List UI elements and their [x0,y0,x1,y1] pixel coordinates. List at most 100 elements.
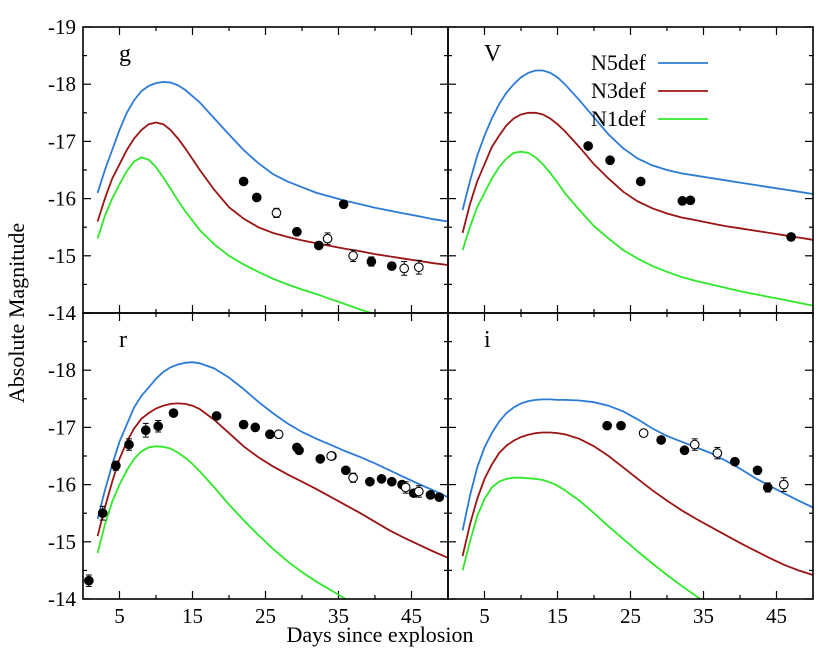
x-tick-label: 15 [547,604,568,628]
x-tick-label: 35 [328,604,349,628]
data-point-filled [386,476,397,487]
curve-N5def [461,69,813,211]
y-tick-label: -18 [48,358,76,382]
data-point-filled [616,420,626,431]
curve-N5def [461,398,813,531]
y-tick-label: -15 [48,244,76,268]
x-tick-label: 35 [693,604,714,628]
data-point-filled [434,492,445,503]
data-point-filled [238,176,249,187]
data-point-filled [762,482,773,493]
model-curves [461,398,813,599]
curve-N3def [461,431,813,576]
data-point-filled [315,454,326,464]
data-point-filled [366,256,377,267]
y-tick-label: -14 [48,301,76,325]
data-point-open [399,263,410,274]
y-tick-label: -16 [48,473,76,497]
data-point-filled [140,425,151,436]
curve-N1def [96,156,375,313]
data-point-filled [376,474,387,484]
y-tick-label: -17 [48,415,76,439]
x-tick-label: 25 [620,604,641,628]
data-point-open [273,429,284,440]
data-point-open [348,472,358,483]
curve-N3def [461,111,813,241]
legend-label-N1def: N1def [591,106,647,131]
data-point-filled [153,421,164,432]
y-tick-label: -16 [48,187,76,211]
data-point-filled [294,445,304,456]
curve-N1def [461,150,813,307]
data-point-open [778,479,789,490]
model-curves [96,361,448,599]
data-point-filled [365,476,375,487]
x-tick-label: 25 [255,604,276,628]
panel-r: r 5 15 25 35 45 -14 -15 -16 -17 -18 [48,312,449,628]
panel-label: r [119,327,127,353]
data-point-filled [265,429,275,440]
curve-N3def [96,121,448,266]
data-point-filled [685,195,696,206]
curve-N5def [96,80,448,223]
data-point-filled [656,435,667,445]
x-tick-label: 45 [766,604,787,628]
x-axis-label: Days since explosion [287,622,474,647]
data-point-filled [211,411,222,421]
curve-N3def [96,402,448,559]
data-point-filled [250,422,261,433]
data-point-filled [83,575,94,586]
data-point-filled [605,155,615,166]
data-point-filled [425,490,436,500]
data-point-open [712,448,723,458]
x-tick-label: 15 [182,604,203,628]
model-curves [96,80,448,313]
data-point-filled [168,408,179,418]
data-point-open [413,486,424,497]
curve-N1def [96,445,348,599]
y-tick-label: -15 [48,530,76,554]
data-point-open [413,262,424,273]
data-point-filled [338,199,349,210]
data-point-open [689,439,700,450]
data-point-filled [730,456,740,467]
data-point-open [326,451,337,461]
panels-group: g -14 -15 -16 -17 -18 -19 V N5def N3def N1def r 5 15 2… [48,15,814,628]
panel-g: g -14 -15 -16 -17 -18 -19 [48,15,449,325]
legend-label-N5def: N5def [591,50,647,75]
observations [83,408,445,587]
observations [238,176,424,276]
data-point-filled [752,465,763,476]
x-tick-label: 5 [114,604,125,628]
data-point-filled [386,261,397,271]
panel-frame [447,312,814,600]
data-point-filled [340,465,351,476]
panel-label: g [119,41,131,67]
data-point-filled [97,508,108,519]
data-point-filled [124,439,134,450]
y-tick-label: -19 [48,15,76,39]
y-axis-label: Absolute Magnitude [4,223,29,403]
data-point-filled [583,141,594,151]
observations [583,141,796,242]
data-point-filled [292,226,302,237]
data-point-open [638,428,649,438]
panel-label: i [484,327,491,353]
data-point-open [322,233,333,244]
observations [602,420,789,493]
x-tick-label: 45 [401,604,422,628]
data-point-filled [602,420,612,431]
data-point-filled [679,445,690,456]
data-point-filled [786,232,796,242]
y-tick-label: -18 [48,72,76,96]
data-point-open [400,482,411,493]
data-point-open [348,250,358,261]
y-tick-label: -17 [48,129,76,153]
data-point-filled [313,240,324,251]
data-point-filled [635,176,646,187]
panel-label: V [484,41,502,67]
x-tick-label: 5 [479,604,490,628]
panel-i: i 5 15 25 35 45 [447,312,814,628]
model-curves [461,69,813,307]
